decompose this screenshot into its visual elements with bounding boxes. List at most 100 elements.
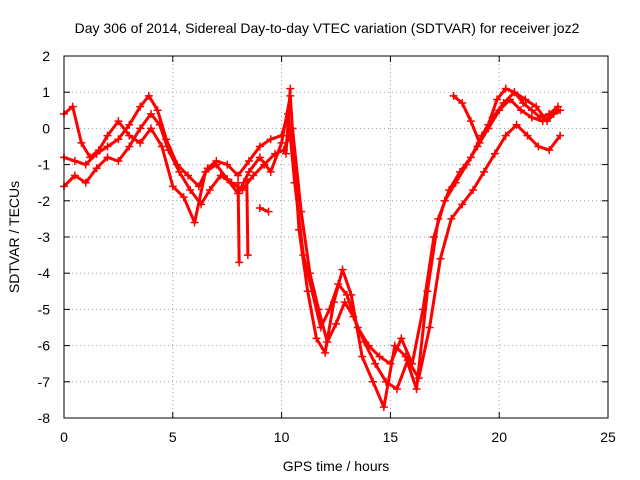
- data-point: [186, 185, 195, 194]
- y-tick-label: 0: [42, 120, 50, 136]
- x-tick-label: 20: [491, 429, 507, 445]
- data-point: [545, 109, 554, 118]
- data-point: [81, 178, 90, 187]
- data-point: [532, 102, 541, 111]
- data-point: [136, 138, 145, 147]
- data-point: [125, 120, 134, 129]
- y-tick-label: 2: [42, 48, 50, 64]
- data-point: [244, 167, 253, 176]
- data-point: [114, 156, 123, 165]
- data-point: [223, 175, 232, 184]
- x-tick-label: 25: [600, 429, 616, 445]
- data-point: [255, 142, 264, 151]
- data-point: [501, 131, 510, 140]
- data-point: [434, 214, 443, 223]
- y-tick-label: 1: [42, 84, 50, 100]
- data-point: [125, 131, 134, 140]
- data-point: [92, 164, 101, 173]
- data-point: [340, 298, 349, 307]
- x-tick-label: 5: [169, 429, 177, 445]
- data-point: [445, 185, 454, 194]
- data-point: [458, 99, 467, 108]
- data-point: [157, 142, 166, 151]
- data-point: [556, 131, 565, 140]
- y-tick-label: -4: [38, 265, 51, 281]
- data-point: [545, 146, 554, 155]
- data-point: [338, 265, 347, 274]
- data-point: [484, 120, 493, 129]
- x-tick-label: 15: [383, 429, 399, 445]
- data-point: [242, 175, 251, 184]
- data-point: [371, 359, 380, 368]
- data-point: [510, 88, 519, 97]
- data-point: [390, 341, 399, 350]
- data-point: [475, 138, 484, 147]
- data-point: [179, 193, 188, 202]
- y-tick-label: -3: [38, 229, 51, 245]
- data-point: [392, 385, 401, 394]
- data-point: [243, 251, 252, 260]
- data-point: [144, 91, 153, 100]
- data-point: [103, 131, 112, 140]
- data-point: [70, 171, 79, 180]
- data-point: [527, 106, 536, 115]
- data-point: [205, 185, 214, 194]
- data-point: [397, 334, 406, 343]
- data-point: [490, 149, 499, 158]
- data-point: [527, 113, 536, 122]
- data-point: [184, 171, 193, 180]
- data-point: [266, 167, 275, 176]
- data-point: [512, 120, 521, 129]
- data-point: [519, 99, 528, 108]
- y-tick-label: -6: [38, 338, 51, 354]
- data-point: [77, 138, 86, 147]
- data-point: [466, 117, 475, 126]
- data-point: [235, 258, 244, 267]
- spike-line: [284, 88, 292, 154]
- data-point: [266, 135, 275, 144]
- data-point: [201, 167, 210, 176]
- data-point: [347, 290, 356, 299]
- data-point: [303, 287, 312, 296]
- data-point: [314, 305, 323, 314]
- x-tick-label: 10: [274, 429, 290, 445]
- data-point: [68, 102, 77, 111]
- data-point: [499, 99, 508, 108]
- data-point: [70, 156, 79, 165]
- y-tick-label: -1: [38, 157, 51, 173]
- series-line: [62, 90, 560, 409]
- spike-line: [245, 179, 250, 256]
- data-point: [423, 287, 432, 296]
- data-point: [321, 348, 330, 357]
- data-point: [543, 117, 552, 126]
- data-point: [466, 153, 475, 162]
- series-track-4: [449, 84, 562, 147]
- data-point: [312, 334, 321, 343]
- x-tick-label: 0: [60, 429, 68, 445]
- y-tick-label: -5: [38, 301, 51, 317]
- data-point: [212, 160, 221, 169]
- data-point: [534, 142, 543, 151]
- data-point: [223, 160, 232, 169]
- series-track-2: [60, 109, 565, 394]
- data-point: [153, 106, 162, 115]
- data-point: [553, 102, 562, 111]
- chart-title: Day 306 of 2014, Sidereal Day-to-day VTE…: [75, 20, 580, 36]
- data-point: [86, 153, 95, 162]
- data-point: [305, 269, 314, 278]
- data-point: [493, 95, 502, 104]
- data-point: [449, 91, 458, 100]
- y-axis-label: SDTVAR / TECUs: [6, 181, 22, 293]
- data-point: [501, 84, 510, 93]
- data-point: [168, 182, 177, 191]
- data-point: [458, 200, 467, 209]
- data-point: [456, 167, 465, 176]
- data-point: [234, 171, 243, 180]
- x-axis-label: GPS time / hours: [283, 458, 390, 474]
- data-point: [277, 138, 286, 147]
- data-point: [255, 204, 264, 213]
- series-track-3: [60, 88, 562, 412]
- grid: [64, 56, 608, 418]
- data-point: [136, 102, 145, 111]
- series-layer: [60, 84, 565, 412]
